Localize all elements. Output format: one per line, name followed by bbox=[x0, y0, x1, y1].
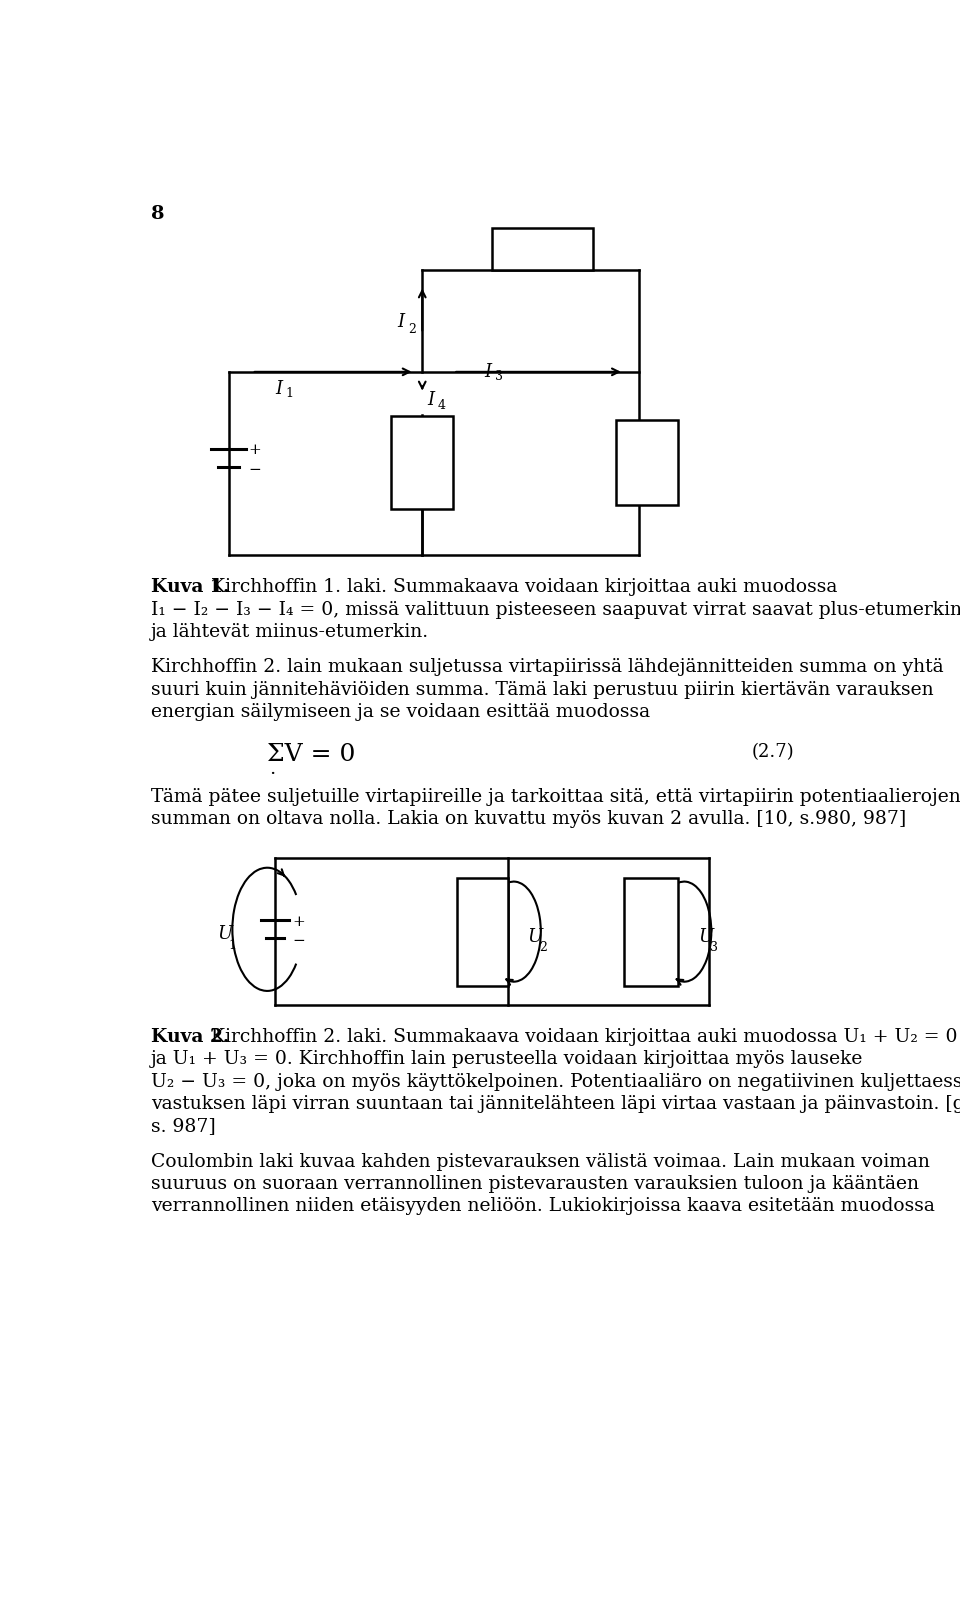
Text: summan on oltava nolla. Lakia on kuvattu myös kuvan 2 avulla. [10, s.980, 987]: summan on oltava nolla. Lakia on kuvattu… bbox=[151, 810, 906, 828]
Bar bbox=[624, 877, 678, 985]
Text: Coulombin laki kuvaa kahden pistevarauksen välistä voimaa. Lain mukaan voiman: Coulombin laki kuvaa kahden pistevarauks… bbox=[151, 1153, 930, 1170]
Text: energian säilymiseen ja se voidaan esittää muodossa: energian säilymiseen ja se voidaan esitt… bbox=[151, 704, 650, 721]
Bar bbox=[616, 420, 678, 506]
Bar bbox=[457, 877, 508, 985]
Text: .: . bbox=[269, 760, 276, 778]
Bar bbox=[492, 229, 592, 270]
Text: (2.7): (2.7) bbox=[752, 742, 794, 762]
Text: Kuva 1.: Kuva 1. bbox=[151, 578, 229, 596]
Text: +: + bbox=[249, 443, 261, 457]
Text: 1: 1 bbox=[228, 939, 236, 952]
Text: suuri kuin jännitehäviöiden summa. Tämä laki perustuu piirin kiertävän varauksen: suuri kuin jännitehäviöiden summa. Tämä … bbox=[151, 681, 934, 699]
Text: −: − bbox=[292, 934, 305, 948]
Text: U: U bbox=[528, 927, 542, 945]
Text: 2: 2 bbox=[408, 322, 417, 335]
Text: −: − bbox=[249, 462, 261, 477]
Text: ΣV = 0: ΣV = 0 bbox=[267, 742, 355, 766]
Text: Kirchhoffin 1. laki. Summakaava voidaan kirjoittaa auki muodossa: Kirchhoffin 1. laki. Summakaava voidaan … bbox=[205, 578, 838, 596]
Text: U: U bbox=[698, 927, 713, 945]
Text: verrannollinen niiden etäisyyden neliöön. Lukiokirjoissa kaava esitetään muodoss: verrannollinen niiden etäisyyden neliöön… bbox=[151, 1198, 935, 1216]
Text: 8: 8 bbox=[151, 204, 164, 222]
Text: I₁ − I₂ − I₃ − I₄ = 0, missä valittuun pisteeseen saapuvat virrat saavat plus-et: I₁ − I₂ − I₃ − I₄ = 0, missä valittuun p… bbox=[151, 601, 960, 618]
Text: 2: 2 bbox=[540, 940, 547, 953]
Text: U: U bbox=[217, 926, 232, 943]
Text: +: + bbox=[292, 914, 305, 929]
Text: ja lähtevät miinus-etumerkin.: ja lähtevät miinus-etumerkin. bbox=[151, 623, 429, 641]
Text: 3: 3 bbox=[495, 370, 503, 383]
Text: Kuva 2.: Kuva 2. bbox=[151, 1027, 229, 1046]
Text: Tämä pätee suljetuille virtapiireille ja tarkoittaa sitä, että virtapiirin poten: Tämä pätee suljetuille virtapiireille ja… bbox=[151, 787, 960, 805]
Text: Kirchhoffin 2. laki. Summakaava voidaan kirjoittaa auki muodossa U₁ + U₂ = 0: Kirchhoffin 2. laki. Summakaava voidaan … bbox=[205, 1027, 958, 1046]
Text: 3: 3 bbox=[709, 940, 718, 953]
Text: I: I bbox=[397, 314, 404, 332]
Text: I: I bbox=[275, 380, 282, 398]
Text: suuruus on suoraan verrannollinen pistevarausten varauksien tuloon ja kääntäen: suuruus on suoraan verrannollinen pistev… bbox=[151, 1175, 919, 1193]
Text: I: I bbox=[484, 362, 492, 380]
Text: vastuksen läpi virran suuntaan tai jännitelähteen läpi virtaa vastaan ja päinvas: vastuksen läpi virran suuntaan tai jänni… bbox=[151, 1095, 960, 1113]
Text: ja U₁ + U₃ = 0. Kirchhoffin lain perusteella voidaan kirjoittaa myös lauseke: ja U₁ + U₃ = 0. Kirchhoffin lain peruste… bbox=[151, 1050, 863, 1067]
Text: I: I bbox=[427, 391, 434, 409]
Text: 1: 1 bbox=[286, 388, 294, 401]
Bar bbox=[392, 417, 453, 509]
Text: U₂ − U₃ = 0, joka on myös käyttökelpoinen. Potentiaaliäro on negatiivinen kuljet: U₂ − U₃ = 0, joka on myös käyttökelpoine… bbox=[151, 1072, 960, 1090]
Text: 4: 4 bbox=[438, 399, 445, 412]
Text: s. 987]: s. 987] bbox=[151, 1117, 216, 1135]
Text: Kirchhoffin 2. lain mukaan suljetussa virtapiirissä lähdejännitteiden summa on y: Kirchhoffin 2. lain mukaan suljetussa vi… bbox=[151, 658, 944, 676]
